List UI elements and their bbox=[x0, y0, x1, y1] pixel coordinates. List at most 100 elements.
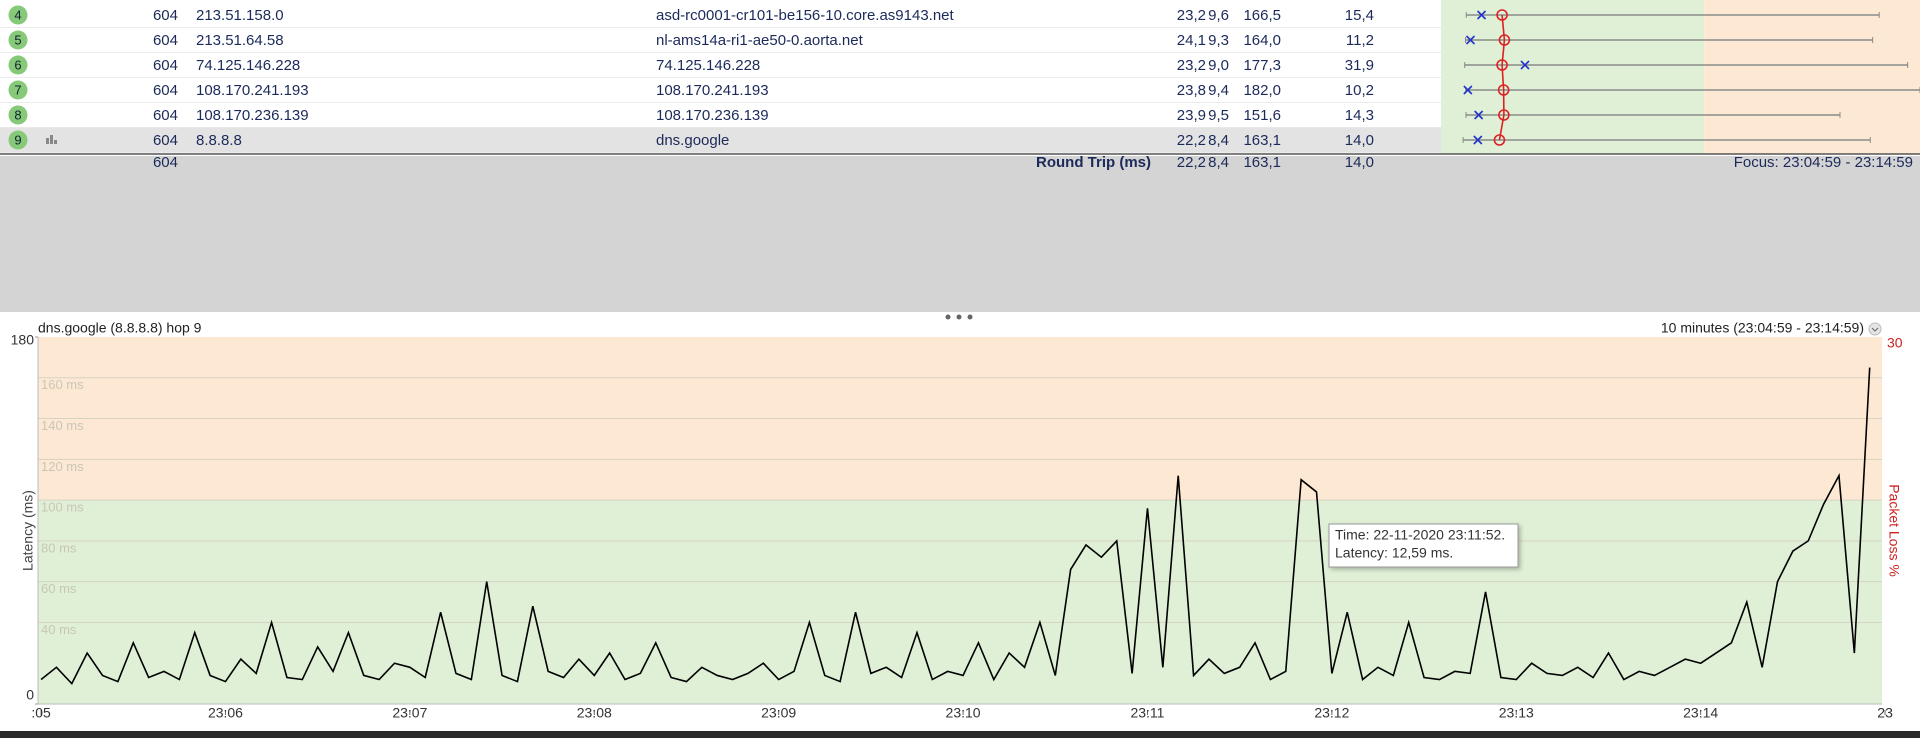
summary-avg: 22,2 bbox=[1177, 154, 1206, 171]
x-tick-label: 23:08 bbox=[577, 705, 612, 721]
sample-count: 604 bbox=[153, 32, 178, 49]
splitter-dot[interactable] bbox=[956, 314, 962, 320]
y-tick-label: 180 bbox=[11, 332, 35, 348]
x-tick-label: 23:11 bbox=[1130, 705, 1164, 721]
max: 164,0 bbox=[1243, 32, 1281, 49]
y2-axis-title: Packet Loss % bbox=[1886, 484, 1902, 577]
avg: 23,2 bbox=[1177, 57, 1206, 74]
y-inner-label: 140 ms bbox=[41, 418, 84, 433]
min: 9,6 bbox=[1208, 7, 1229, 24]
tooltip-box bbox=[1328, 523, 1519, 568]
avg: 23,9 bbox=[1177, 107, 1206, 124]
avg: 23,8 bbox=[1177, 82, 1206, 99]
empty-trace-area bbox=[0, 156, 1920, 312]
taskbar-edge bbox=[0, 731, 1920, 738]
cur: 14,0 bbox=[1345, 132, 1374, 149]
x-tick-label: 23:09 bbox=[761, 705, 796, 721]
selected-row bbox=[0, 127, 1441, 153]
splitter-dot[interactable] bbox=[967, 314, 973, 320]
y-tick-label: 0 bbox=[26, 687, 34, 703]
summary-count: 604 bbox=[153, 154, 178, 171]
host-name: 74.125.146.228 bbox=[656, 57, 760, 74]
summary-cur: 14,0 bbox=[1345, 154, 1374, 171]
current-marker bbox=[1463, 85, 1473, 95]
dropdown-chevron bbox=[1871, 327, 1879, 332]
focus-range: Focus: 23:04:59 - 23:14:59 bbox=[1734, 154, 1913, 171]
hop-badge bbox=[8, 55, 28, 75]
splitter-dot[interactable] bbox=[945, 314, 951, 320]
ip-address: 108.170.241.193 bbox=[196, 82, 309, 99]
tooltip-latency: Latency: 12,59 ms. bbox=[1335, 545, 1453, 561]
x-tick-label: 23:07 bbox=[392, 705, 427, 721]
sample-count: 604 bbox=[153, 7, 178, 24]
hop-number: 6 bbox=[14, 57, 21, 72]
y2-tick-label: 30 bbox=[1887, 335, 1903, 351]
y-inner-label: 160 ms bbox=[41, 377, 84, 392]
hop-number: 5 bbox=[14, 32, 21, 47]
min: 9,3 bbox=[1208, 32, 1229, 49]
ok-band bbox=[38, 500, 1882, 704]
y-inner-label: 100 ms bbox=[41, 500, 84, 515]
hop-number: 8 bbox=[14, 107, 21, 122]
current-marker bbox=[1476, 10, 1487, 20]
hop-number: 9 bbox=[14, 132, 21, 147]
ip-address: 213.51.158.0 bbox=[196, 7, 284, 24]
current-marker bbox=[1520, 60, 1530, 70]
tooltip-time: Time: 22-11-2020 23:11:52. bbox=[1335, 527, 1505, 543]
x-tick-label: :05 bbox=[31, 705, 51, 721]
summary-min: 8,4 bbox=[1208, 154, 1229, 171]
current-marker bbox=[1473, 135, 1483, 145]
max: 177,3 bbox=[1243, 57, 1281, 74]
host-name: nl-ams14a-ri1-ae50-0.aorta.net bbox=[656, 32, 864, 49]
x-tick-label: 23 bbox=[1877, 705, 1893, 721]
max: 151,6 bbox=[1243, 107, 1281, 124]
x-tick-label: 23:12 bbox=[1314, 705, 1349, 721]
sample-count: 604 bbox=[153, 57, 178, 74]
x-tick-label: 23:06 bbox=[208, 705, 243, 721]
avg: 23,2 bbox=[1177, 7, 1206, 24]
y-inner-label: 120 ms bbox=[41, 459, 84, 474]
ip-address: 74.125.146.228 bbox=[196, 57, 300, 74]
ip-address: 213.51.64.58 bbox=[196, 32, 284, 49]
ip-address: 8.8.8.8 bbox=[196, 132, 242, 149]
x-tick-label: 23:14 bbox=[1683, 705, 1718, 721]
min: 8,4 bbox=[1208, 132, 1229, 149]
range-dropdown[interactable] bbox=[1868, 322, 1882, 336]
time-range[interactable]: 10 minutes (23:04:59 - 23:14:59) bbox=[1661, 320, 1864, 336]
hop-badge bbox=[8, 5, 28, 25]
cur: 15,4 bbox=[1345, 7, 1374, 24]
graph-title: dns.google (8.8.8.8) hop 9 bbox=[38, 320, 202, 336]
host-name: asd-rc0001-cr101-be156-10.core.as9143.ne… bbox=[656, 7, 955, 24]
cur: 11,2 bbox=[1346, 32, 1374, 49]
graph-icon-bar bbox=[54, 140, 57, 144]
max: 163,1 bbox=[1243, 132, 1281, 149]
hop-number: 7 bbox=[14, 82, 21, 97]
summary-label: Round Trip (ms) bbox=[1036, 154, 1151, 171]
avg-marker bbox=[1496, 9, 1508, 21]
host-name: 108.170.236.139 bbox=[656, 107, 769, 124]
avg: 22,2 bbox=[1177, 132, 1206, 149]
y-inner-label: 60 ms bbox=[41, 581, 77, 596]
min: 9,0 bbox=[1208, 57, 1229, 74]
sample-count: 604 bbox=[153, 132, 178, 149]
tooltip: Time: 22-11-2020 23:11:52. Latency: 12,59… bbox=[1328, 523, 1519, 568]
avg-marker bbox=[1498, 34, 1511, 46]
max: 166,5 bbox=[1243, 7, 1281, 24]
graph-icon-bar bbox=[46, 138, 49, 144]
host-name: dns.google bbox=[656, 132, 729, 149]
mini-graph-warn-band bbox=[1704, 0, 1920, 154]
cur: 10,2 bbox=[1345, 82, 1374, 99]
current-marker bbox=[1465, 35, 1476, 45]
y-inner-label: 80 ms bbox=[41, 540, 77, 555]
hop-badge bbox=[8, 105, 28, 125]
avg-marker bbox=[1493, 134, 1506, 146]
ip-address: 108.170.236.139 bbox=[196, 107, 309, 124]
hop-badge bbox=[8, 130, 28, 150]
graph-icon-bar bbox=[50, 135, 53, 144]
avg-marker bbox=[1497, 84, 1510, 96]
avg-marker bbox=[1498, 109, 1510, 121]
sample-count: 604 bbox=[153, 107, 178, 124]
host-name: 108.170.241.193 bbox=[656, 82, 769, 99]
